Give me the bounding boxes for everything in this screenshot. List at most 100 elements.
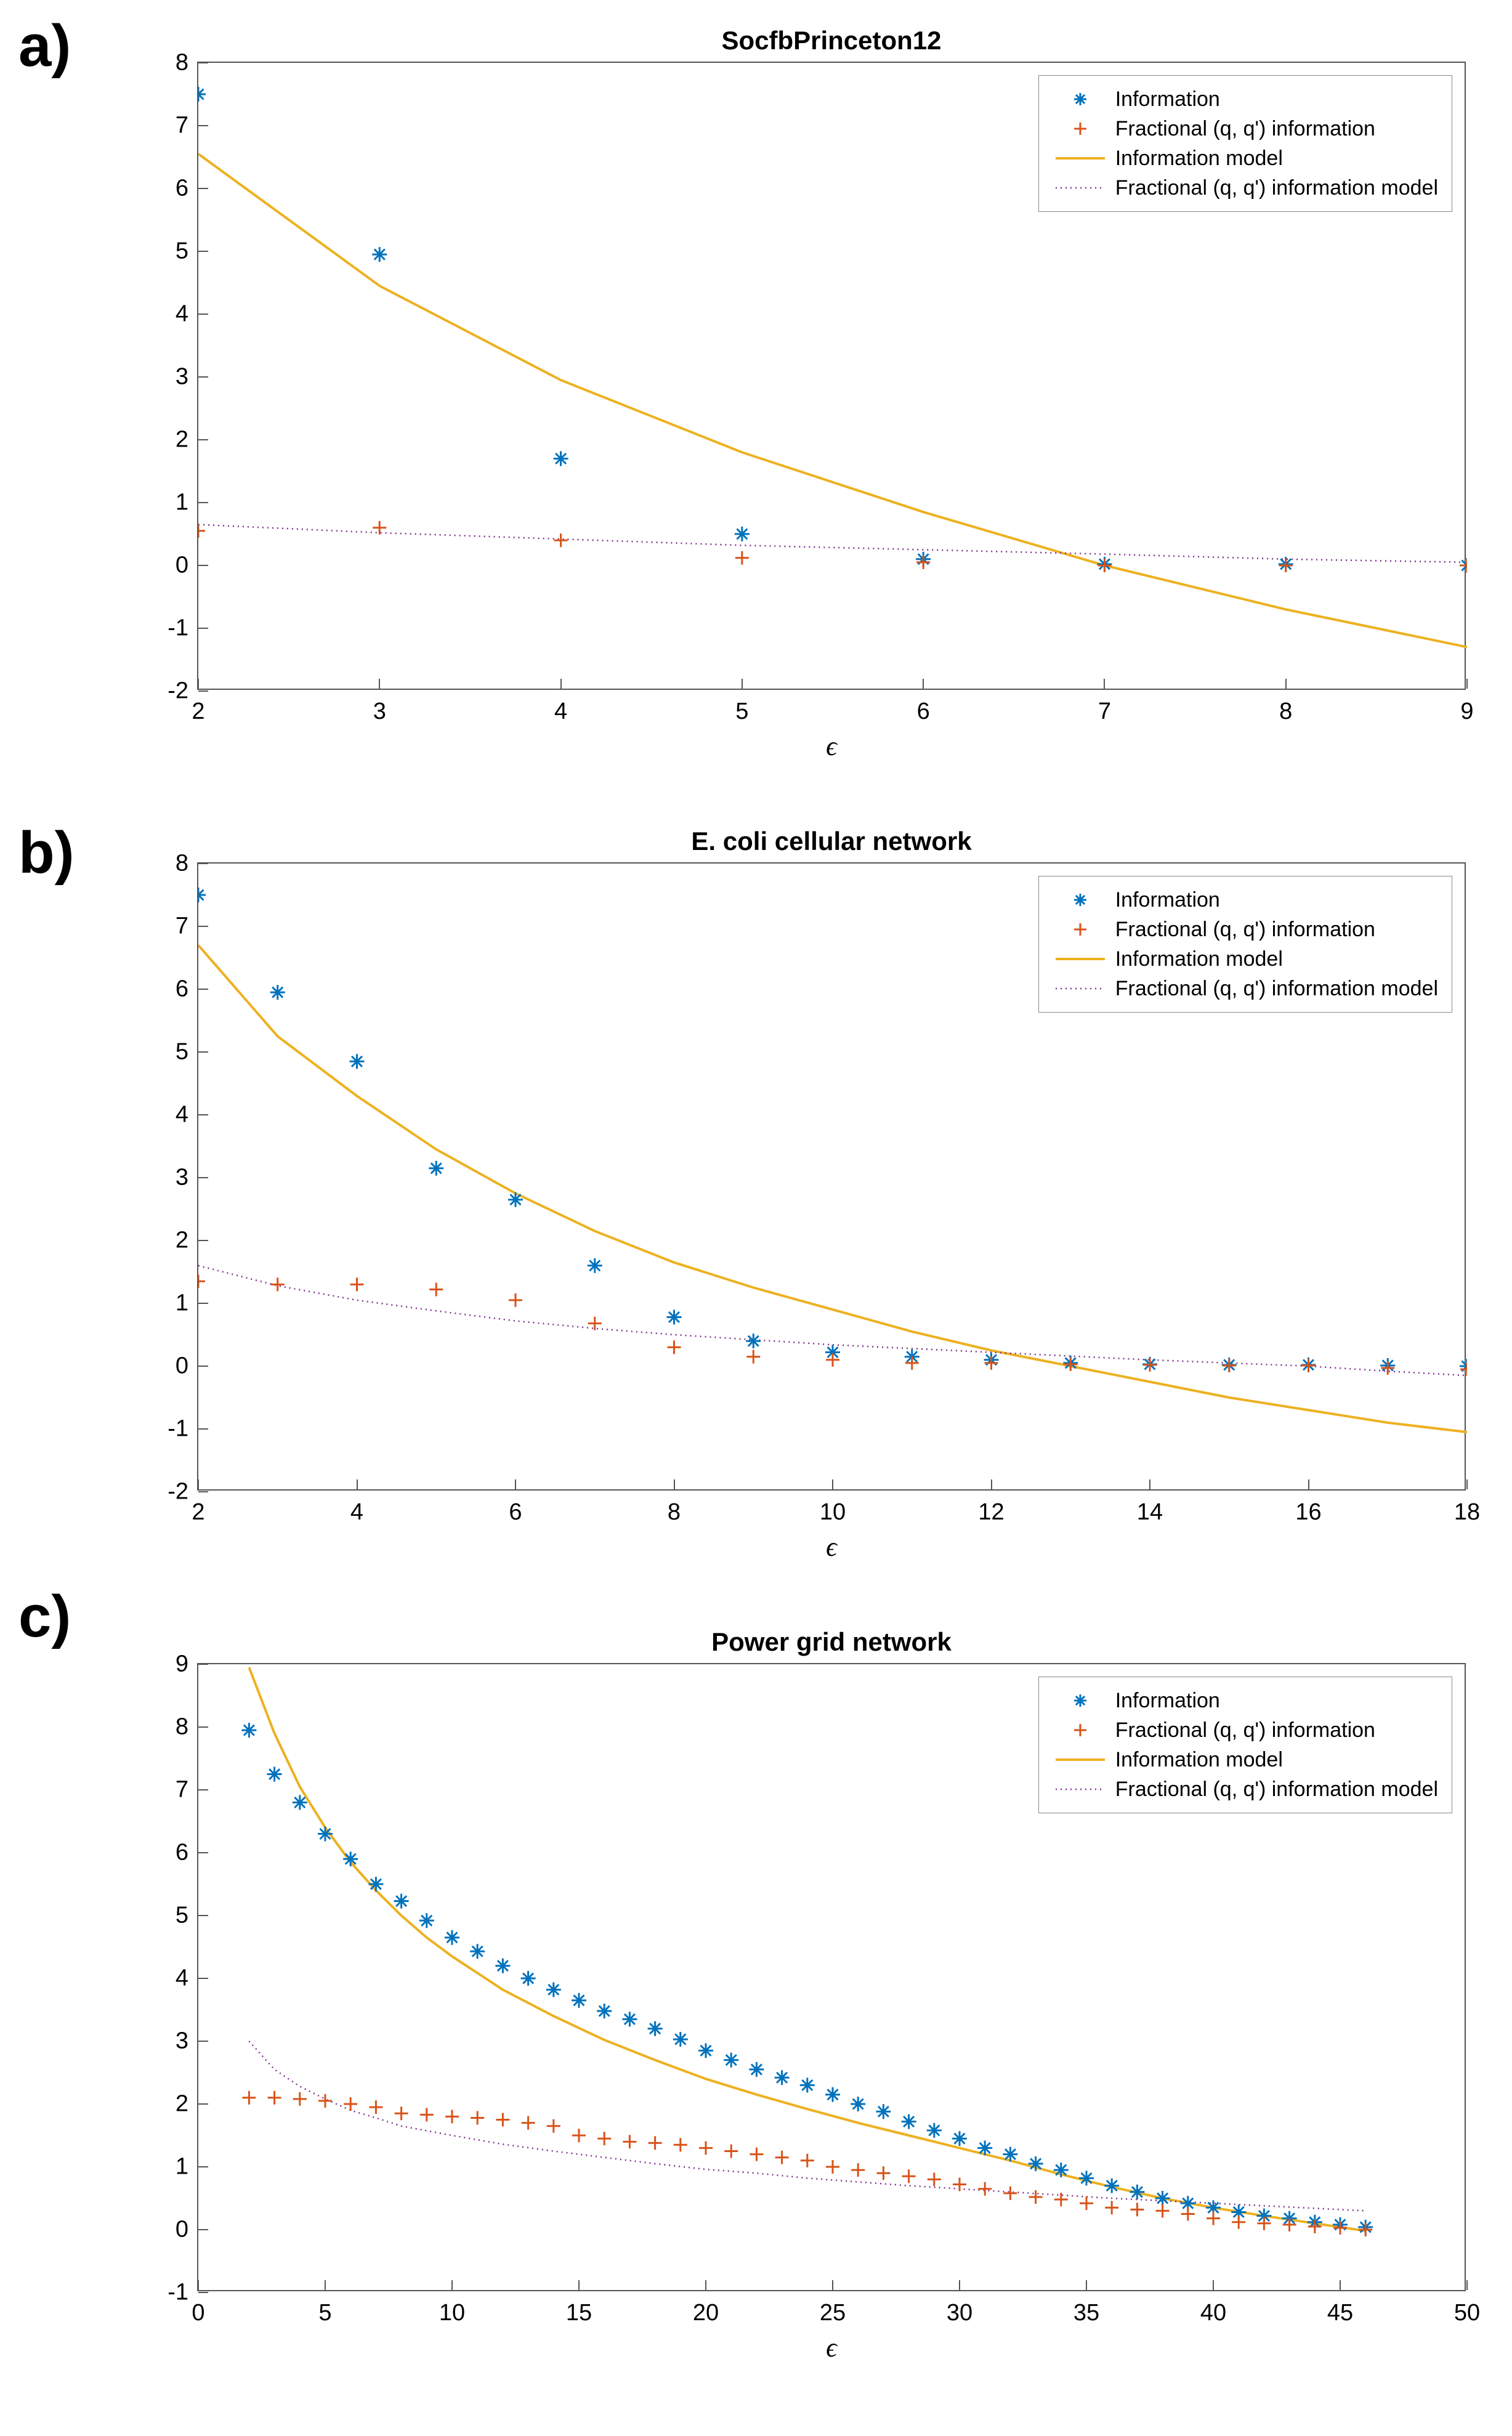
frac-point bbox=[851, 2163, 865, 2177]
frac-point bbox=[471, 2111, 484, 2124]
legend-label: Fractional (q, q') information bbox=[1115, 1718, 1375, 1742]
ytick-label: 5 bbox=[176, 238, 198, 265]
xtick-label: 9 bbox=[1460, 689, 1473, 725]
info-point bbox=[241, 1723, 256, 1738]
legend-row: Information model bbox=[1053, 1745, 1438, 1774]
frac-point bbox=[350, 1277, 364, 1291]
frac-point bbox=[1130, 2203, 1144, 2216]
frac-point bbox=[649, 2136, 662, 2150]
legend-swatch bbox=[1053, 146, 1108, 171]
info-point bbox=[495, 1959, 510, 1973]
xtick-label: 25 bbox=[820, 2290, 846, 2326]
legend-swatch bbox=[1053, 87, 1108, 111]
frac-model-line bbox=[198, 525, 1467, 562]
ytick-label: 1 bbox=[176, 490, 198, 516]
ytick-label: 7 bbox=[176, 113, 198, 139]
info-point bbox=[350, 1054, 365, 1069]
info-point bbox=[445, 1930, 459, 1945]
xtick-label: 3 bbox=[373, 689, 386, 725]
frac-point bbox=[369, 2100, 382, 2114]
xtick-label: 8 bbox=[1279, 689, 1292, 725]
info-point bbox=[470, 1944, 485, 1959]
frac-point bbox=[826, 2160, 839, 2174]
info-point bbox=[419, 1913, 434, 1928]
frac-point bbox=[318, 2094, 332, 2108]
ytick-label: 8 bbox=[176, 1714, 198, 1741]
legend-swatch bbox=[1053, 947, 1108, 971]
legend-row: Fractional (q, q') information model bbox=[1053, 974, 1438, 1003]
info-point bbox=[343, 1851, 358, 1866]
chart-title: SocfbPrinceton12 bbox=[197, 26, 1466, 55]
legend-label: Information model bbox=[1115, 1748, 1283, 1772]
xtick-label: 15 bbox=[566, 2290, 592, 2326]
frac-point bbox=[1181, 2207, 1195, 2221]
info-point bbox=[588, 1258, 602, 1273]
frac-point bbox=[668, 1340, 681, 1354]
info-point bbox=[372, 247, 387, 262]
xtick-label: 20 bbox=[693, 2290, 719, 2326]
frac-point bbox=[268, 2091, 281, 2105]
info-point bbox=[749, 2062, 764, 2077]
ytick-label: 2 bbox=[176, 1228, 198, 1254]
info-point bbox=[191, 87, 206, 102]
legend-label: Information model bbox=[1115, 147, 1283, 171]
xtick-label: 5 bbox=[318, 2290, 331, 2326]
info-point bbox=[746, 1333, 761, 1348]
legend-swatch bbox=[1053, 116, 1108, 141]
legend-label: Information bbox=[1115, 1689, 1220, 1713]
ytick-label: 4 bbox=[176, 301, 198, 328]
plot-area: -1012345678905101520253035404550ϵInforma… bbox=[197, 1663, 1466, 2291]
info-point bbox=[667, 1309, 682, 1324]
legend-swatch bbox=[1053, 176, 1108, 200]
ytick-label: 6 bbox=[176, 1840, 198, 1866]
frac-point bbox=[242, 2091, 256, 2105]
xtick-label: 18 bbox=[1454, 1489, 1480, 1526]
ytick-label: 1 bbox=[176, 2154, 198, 2180]
ytick-label: 5 bbox=[176, 1039, 198, 1066]
info-point bbox=[648, 2021, 663, 2036]
legend-swatch bbox=[1053, 1777, 1108, 1802]
ytick-label: 8 bbox=[176, 50, 198, 76]
legend-label: Information model bbox=[1115, 947, 1283, 971]
chart-title: Power grid network bbox=[197, 1627, 1466, 1657]
legend-row: Information model bbox=[1053, 144, 1438, 173]
legend-row: Fractional (q, q') information bbox=[1053, 114, 1438, 144]
info-point bbox=[902, 2114, 916, 2129]
frac-point bbox=[1003, 2187, 1017, 2200]
info-point bbox=[521, 1971, 536, 1986]
xtick-label: 8 bbox=[668, 1489, 681, 1526]
frac-point bbox=[1080, 2196, 1093, 2210]
legend-swatch bbox=[1053, 1747, 1108, 1772]
frac-point bbox=[192, 1274, 205, 1288]
ytick-label: 4 bbox=[176, 1102, 198, 1128]
info-point bbox=[851, 2097, 865, 2111]
info-point bbox=[191, 888, 206, 902]
legend: Information Fractional (q, q') informatio… bbox=[1038, 1677, 1452, 1813]
legend-row: Fractional (q, q') information bbox=[1053, 915, 1438, 944]
ytick-label: 6 bbox=[176, 976, 198, 1003]
info-point bbox=[1003, 2147, 1017, 2162]
info-point bbox=[800, 2078, 815, 2092]
frac-point bbox=[344, 2097, 357, 2111]
frac-point bbox=[775, 2151, 789, 2164]
info-point bbox=[927, 2123, 942, 2138]
info-point bbox=[508, 1192, 523, 1207]
info-point bbox=[597, 2004, 612, 2018]
legend-swatch bbox=[1053, 1688, 1108, 1713]
frac-point bbox=[1054, 2193, 1068, 2206]
legend-label: Fractional (q, q') information bbox=[1115, 117, 1375, 141]
frac-point bbox=[1156, 2204, 1170, 2217]
ytick-label: 9 bbox=[176, 1651, 198, 1678]
frac-point bbox=[674, 2138, 687, 2151]
info-point bbox=[1079, 2171, 1094, 2185]
chart-title: E. coli cellular network bbox=[197, 827, 1466, 856]
frac-point bbox=[271, 1277, 285, 1291]
info-point bbox=[825, 2087, 840, 2102]
frac-point bbox=[750, 2148, 763, 2161]
frac-point bbox=[801, 2154, 814, 2167]
legend-swatch bbox=[1053, 1718, 1108, 1742]
xtick-label: 7 bbox=[1098, 689, 1111, 725]
legend-row: Fractional (q, q') information model bbox=[1053, 1774, 1438, 1804]
ytick-label: 8 bbox=[176, 851, 198, 877]
frac-point bbox=[735, 551, 749, 565]
